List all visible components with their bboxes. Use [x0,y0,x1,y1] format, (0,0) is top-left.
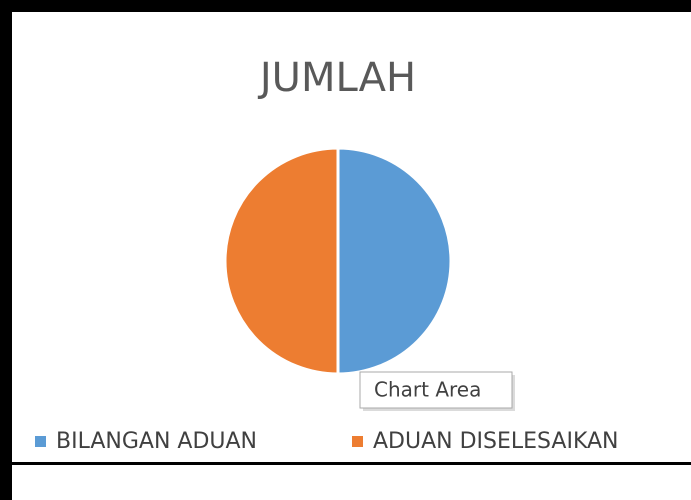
legend-swatch [352,436,363,447]
tooltip-box [359,371,513,409]
frame-top [0,0,691,12]
tooltip: Chart Area [359,371,515,411]
pie-slice [223,146,340,376]
legend-swatch [35,436,46,447]
legend: BILANGAN ADUAN ADUAN DISELESAIKAN [35,429,619,454]
pie [223,146,453,376]
legend-label: BILANGAN ADUAN [56,429,257,454]
chart-title: JUMLAH [257,55,416,101]
tooltip-text: Chart Area [374,378,481,402]
frame-bottom [12,462,691,465]
frame-left [0,0,12,500]
legend-label: ADUAN DISELESAIKAN [373,429,619,454]
pie-slice [336,146,453,376]
